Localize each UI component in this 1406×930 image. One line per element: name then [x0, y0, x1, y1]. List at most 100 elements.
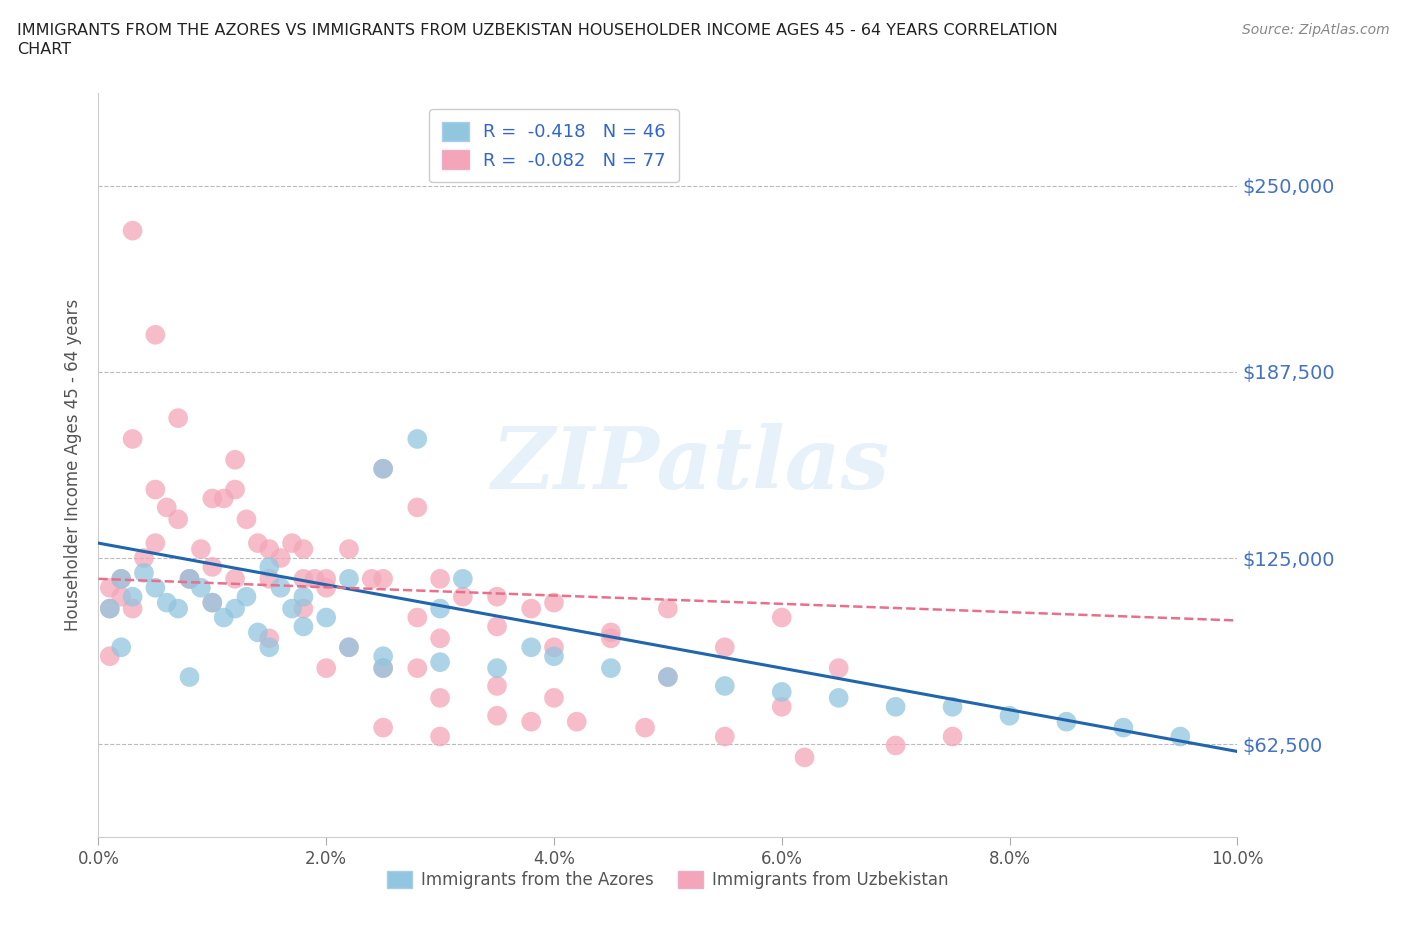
- Point: [315, 580, 337, 595]
- Point: [281, 536, 304, 551]
- Point: [201, 595, 224, 610]
- Point: [451, 571, 474, 586]
- Y-axis label: Householder Income Ages 45 - 64 years: Householder Income Ages 45 - 64 years: [65, 299, 83, 631]
- Point: [770, 684, 793, 699]
- Point: [406, 500, 429, 515]
- Point: [998, 709, 1021, 724]
- Point: [167, 512, 190, 526]
- Point: [520, 714, 543, 729]
- Point: [429, 571, 451, 586]
- Point: [1170, 729, 1192, 744]
- Point: [543, 649, 565, 664]
- Point: [292, 619, 315, 634]
- Point: [259, 571, 281, 586]
- Point: [110, 640, 132, 655]
- Point: [373, 720, 395, 735]
- Point: [110, 590, 132, 604]
- Point: [429, 631, 451, 645]
- Point: [942, 729, 965, 744]
- Point: [406, 660, 429, 675]
- Point: [235, 512, 257, 526]
- Point: [406, 610, 429, 625]
- Point: [98, 601, 121, 616]
- Point: [337, 571, 360, 586]
- Point: [315, 660, 337, 675]
- Point: [259, 560, 281, 575]
- Point: [167, 601, 190, 616]
- Point: [259, 541, 281, 556]
- Point: [1056, 714, 1078, 729]
- Point: [1112, 720, 1135, 735]
- Point: [714, 640, 737, 655]
- Point: [145, 482, 167, 497]
- Point: [315, 610, 337, 625]
- Point: [179, 571, 201, 586]
- Point: [121, 590, 143, 604]
- Point: [373, 649, 395, 664]
- Point: [657, 670, 679, 684]
- Point: [246, 536, 269, 551]
- Point: [373, 461, 395, 476]
- Point: [373, 461, 395, 476]
- Text: ZIPatlas: ZIPatlas: [492, 423, 890, 507]
- Point: [884, 738, 907, 753]
- Point: [292, 541, 315, 556]
- Point: [315, 571, 337, 586]
- Point: [770, 699, 793, 714]
- Point: [121, 601, 143, 616]
- Point: [337, 541, 360, 556]
- Point: [828, 690, 851, 705]
- Point: [110, 571, 132, 586]
- Point: [201, 595, 224, 610]
- Point: [486, 660, 509, 675]
- Point: [486, 679, 509, 694]
- Point: [657, 601, 679, 616]
- Text: CHART: CHART: [17, 42, 70, 57]
- Point: [212, 491, 235, 506]
- Point: [451, 590, 474, 604]
- Point: [145, 536, 167, 551]
- Point: [132, 565, 155, 580]
- Point: [259, 631, 281, 645]
- Point: [565, 714, 588, 729]
- Point: [121, 432, 143, 446]
- Point: [429, 655, 451, 670]
- Point: [156, 500, 179, 515]
- Point: [98, 580, 121, 595]
- Point: [304, 571, 326, 586]
- Point: [714, 729, 737, 744]
- Point: [98, 601, 121, 616]
- Point: [132, 551, 155, 565]
- Point: [292, 571, 315, 586]
- Point: [235, 590, 257, 604]
- Point: [520, 640, 543, 655]
- Point: [224, 571, 246, 586]
- Point: [121, 223, 143, 238]
- Point: [714, 679, 737, 694]
- Point: [486, 619, 509, 634]
- Point: [156, 595, 179, 610]
- Point: [486, 709, 509, 724]
- Legend: Immigrants from the Azores, Immigrants from Uzbekistan: Immigrants from the Azores, Immigrants f…: [381, 864, 955, 896]
- Point: [657, 670, 679, 684]
- Point: [224, 482, 246, 497]
- Point: [770, 610, 793, 625]
- Point: [190, 541, 212, 556]
- Point: [360, 571, 382, 586]
- Point: [942, 699, 965, 714]
- Point: [600, 631, 623, 645]
- Point: [543, 595, 565, 610]
- Point: [543, 640, 565, 655]
- Point: [429, 690, 451, 705]
- Point: [167, 411, 190, 426]
- Point: [179, 571, 201, 586]
- Point: [145, 327, 167, 342]
- Point: [201, 560, 224, 575]
- Point: [406, 432, 429, 446]
- Point: [634, 720, 657, 735]
- Point: [292, 590, 315, 604]
- Point: [201, 491, 224, 506]
- Point: [429, 601, 451, 616]
- Point: [110, 571, 132, 586]
- Point: [212, 610, 235, 625]
